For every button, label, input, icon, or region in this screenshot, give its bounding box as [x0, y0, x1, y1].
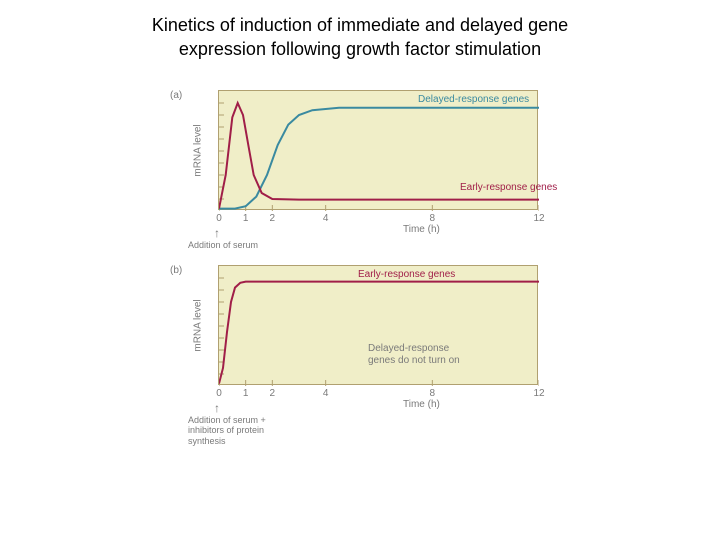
title-line-1: Kinetics of induction of immediate and d…: [152, 15, 568, 35]
xtick-label: 0: [210, 388, 228, 399]
panel-b-note-line2: genes do not turn on: [368, 355, 460, 366]
panel-b-ylabel: mRNA level: [193, 286, 204, 366]
xtick-label: 0: [210, 213, 228, 224]
figure-area: (a) mRNA level 0124812 Time (h) ↑ Additi…: [160, 90, 550, 446]
panel-b: (b) mRNA level 0124812 Time (h) ↑ Additi…: [160, 265, 550, 440]
panel-b-note-line1: Delayed-response: [368, 343, 449, 354]
panel-a-arrow: ↑: [214, 226, 220, 240]
panel-b-arrow: ↑: [214, 401, 220, 415]
panel-a: (a) mRNA level 0124812 Time (h) ↑ Additi…: [160, 90, 550, 255]
panel-a-delayed-label: Delayed-response genes: [418, 94, 529, 105]
title-line-2: expression following growth factor stimu…: [179, 39, 541, 59]
xtick-label: 8: [423, 213, 441, 224]
xtick-label: 2: [263, 388, 281, 399]
panel-a-condition: Addition of serum: [188, 240, 258, 250]
panel-b-early-label: Early-response genes: [358, 269, 455, 280]
page-title: Kinetics of induction of immediate and d…: [0, 14, 720, 62]
xtick-label: 4: [317, 388, 335, 399]
panel-a-early-label: Early-response genes: [460, 182, 557, 193]
xtick-label: 4: [317, 213, 335, 224]
xtick-label: 1: [237, 388, 255, 399]
panel-b-label: (b): [170, 265, 182, 276]
panel-a-label: (a): [170, 90, 182, 101]
panel-a-xlabel: Time (h): [403, 224, 440, 235]
xtick-label: 1: [237, 213, 255, 224]
xtick-label: 2: [263, 213, 281, 224]
panel-a-ylabel: mRNA level: [193, 111, 204, 191]
xtick-label: 12: [530, 388, 548, 399]
panel-b-xlabel: Time (h): [403, 399, 440, 410]
panel-b-plotbox: [218, 265, 538, 385]
panel-b-condition: Addition of serum +inhibitors of protein…: [188, 415, 266, 446]
xtick-label: 8: [423, 388, 441, 399]
xtick-label: 12: [530, 213, 548, 224]
